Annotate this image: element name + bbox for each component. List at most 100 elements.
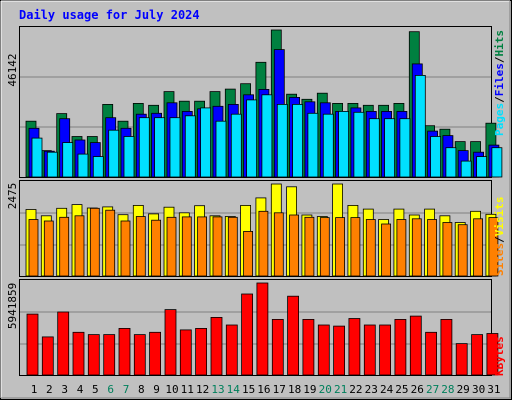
x-tick-day-14: 14 — [227, 383, 241, 396]
bar-kbytes-day-5 — [87, 334, 100, 376]
bar-kbytes-day-16 — [256, 282, 269, 376]
x-tick-day-26: 26 — [411, 383, 424, 396]
bar-sites-day-22 — [350, 217, 361, 277]
bar-pages-day-26 — [414, 75, 426, 178]
x-tick-day-20: 20 — [319, 383, 332, 396]
legend-kbytes-group: KBytes — [493, 336, 506, 376]
bar-sites-day-29 — [457, 224, 468, 277]
bar-pages-day-5 — [92, 156, 104, 178]
legend-pages-files-hits: Pages/Files/Hits — [493, 30, 506, 136]
bar-kbytes-day-3 — [57, 311, 70, 376]
bar-sites-day-14 — [227, 216, 238, 277]
bar-pages-day-18 — [292, 104, 304, 178]
bar-kbytes-day-1 — [26, 313, 39, 376]
x-tick-day-1: 1 — [31, 383, 38, 396]
bar-sites-day-10 — [166, 216, 177, 277]
bar-kbytes-day-14 — [225, 324, 238, 376]
bar-pages-day-9 — [154, 117, 166, 178]
bar-kbytes-day-12 — [195, 327, 208, 376]
bar-sites-day-15 — [243, 230, 254, 277]
bar-sites-day-12 — [197, 216, 208, 277]
x-tick-day-19: 19 — [303, 383, 316, 396]
bar-pages-day-11 — [184, 115, 196, 178]
x-tick-day-25: 25 — [395, 383, 408, 396]
x-tick-day-5: 5 — [92, 383, 99, 396]
bar-pages-day-2 — [46, 151, 58, 178]
bar-sites-day-25 — [396, 219, 407, 277]
bar-pages-day-31 — [491, 147, 503, 178]
bar-pages-day-19 — [307, 112, 319, 178]
bar-sites-day-31 — [488, 217, 499, 277]
bar-pages-day-13 — [215, 120, 227, 178]
bar-sites-day-24 — [381, 223, 392, 277]
bar-sites-day-3 — [59, 216, 70, 277]
x-tick-day-3: 3 — [61, 383, 68, 396]
bar-sites-day-8 — [135, 216, 146, 277]
x-tick-day-10: 10 — [165, 383, 178, 396]
bar-pages-day-29 — [460, 160, 472, 178]
bar-sites-day-1 — [28, 219, 39, 277]
x-tick-day-17: 17 — [273, 383, 286, 396]
x-tick-labels: 1 2 3 4 5 6 7 8 9 10 11 12 13 14 15 16 17 18 19 20 21 22 23 24 2… — [31, 383, 501, 396]
bar-pages-day-22 — [353, 111, 365, 178]
bar-sites-day-13 — [212, 216, 223, 277]
x-tick-day-30: 30 — [472, 383, 485, 396]
x-tick-day-13: 13 — [211, 383, 224, 396]
x-tick-day-9: 9 — [153, 383, 160, 396]
bar-sites-day-26 — [411, 218, 422, 277]
bar-kbytes-day-30 — [471, 334, 484, 376]
bar-kbytes-day-15 — [241, 293, 254, 376]
x-tick-day-21: 21 — [334, 383, 347, 396]
bar-pages-day-27 — [430, 136, 442, 178]
bar-sites-day-21 — [335, 217, 346, 277]
bar-kbytes-day-31 — [486, 333, 499, 376]
legend-sites: Sites — [493, 243, 506, 276]
bar-kbytes-day-28 — [440, 318, 453, 376]
x-tick-day-12: 12 — [196, 383, 209, 396]
bar-sites-day-11 — [181, 216, 192, 277]
bar-kbytes-day-22 — [348, 318, 361, 376]
bar-sites-day-7 — [120, 220, 131, 277]
bar-pages-day-20 — [322, 113, 334, 178]
legend-pages: Pages — [493, 103, 506, 136]
x-tick-day-11: 11 — [181, 383, 194, 396]
bar-pages-day-4 — [77, 153, 89, 178]
x-tick-day-16: 16 — [257, 383, 270, 396]
bar-sites-day-28 — [442, 222, 453, 277]
bar-sites-day-27 — [427, 219, 438, 277]
bar-pages-day-24 — [384, 118, 396, 178]
bar-kbytes-day-18 — [287, 295, 300, 376]
x-tick-day-6: 6 — [107, 383, 114, 396]
bar-kbytes-day-27 — [425, 331, 438, 376]
x-tick-day-23: 23 — [365, 383, 378, 396]
svg-text:Sites/Visits: Sites/Visits — [493, 197, 506, 277]
bar-sites-day-30 — [473, 218, 484, 277]
bar-kbytes-day-13 — [210, 316, 223, 376]
bar-pages-day-23 — [368, 118, 380, 178]
bar-pages-day-3 — [62, 142, 74, 178]
bar-kbytes-day-9 — [149, 331, 162, 376]
bar-kbytes-day-23 — [363, 324, 376, 376]
bar-kbytes-day-7 — [118, 327, 131, 376]
legend-visits: Visits — [493, 197, 506, 237]
bar-pages-day-14 — [230, 113, 242, 178]
bar-sites-day-2 — [43, 220, 54, 277]
x-tick-day-24: 24 — [380, 383, 394, 396]
bar-sites-day-6 — [105, 209, 116, 277]
x-tick-day-8: 8 — [138, 383, 145, 396]
bar-sites-day-9 — [151, 219, 162, 277]
bar-pages-day-16 — [261, 94, 273, 178]
ymax-label-kbytes: 5941859 — [6, 283, 19, 329]
bars — [25, 29, 503, 376]
ymax-label-pages-files-hits: 46142 — [6, 53, 19, 86]
bar-pages-day-30 — [476, 156, 488, 178]
legend-kbytes: KBytes — [493, 336, 506, 376]
ymax-label-visits-sites: 2475 — [6, 183, 19, 210]
svg-text:Pages/Files/Hits: Pages/Files/Hits — [493, 30, 506, 136]
bar-pages-day-8 — [138, 117, 150, 178]
bar-kbytes-day-10 — [164, 309, 177, 376]
bar-sites-day-16 — [258, 210, 269, 277]
bar-kbytes-day-11 — [179, 329, 192, 376]
bar-kbytes-day-19 — [302, 318, 315, 376]
bar-sites-day-4 — [74, 215, 85, 277]
